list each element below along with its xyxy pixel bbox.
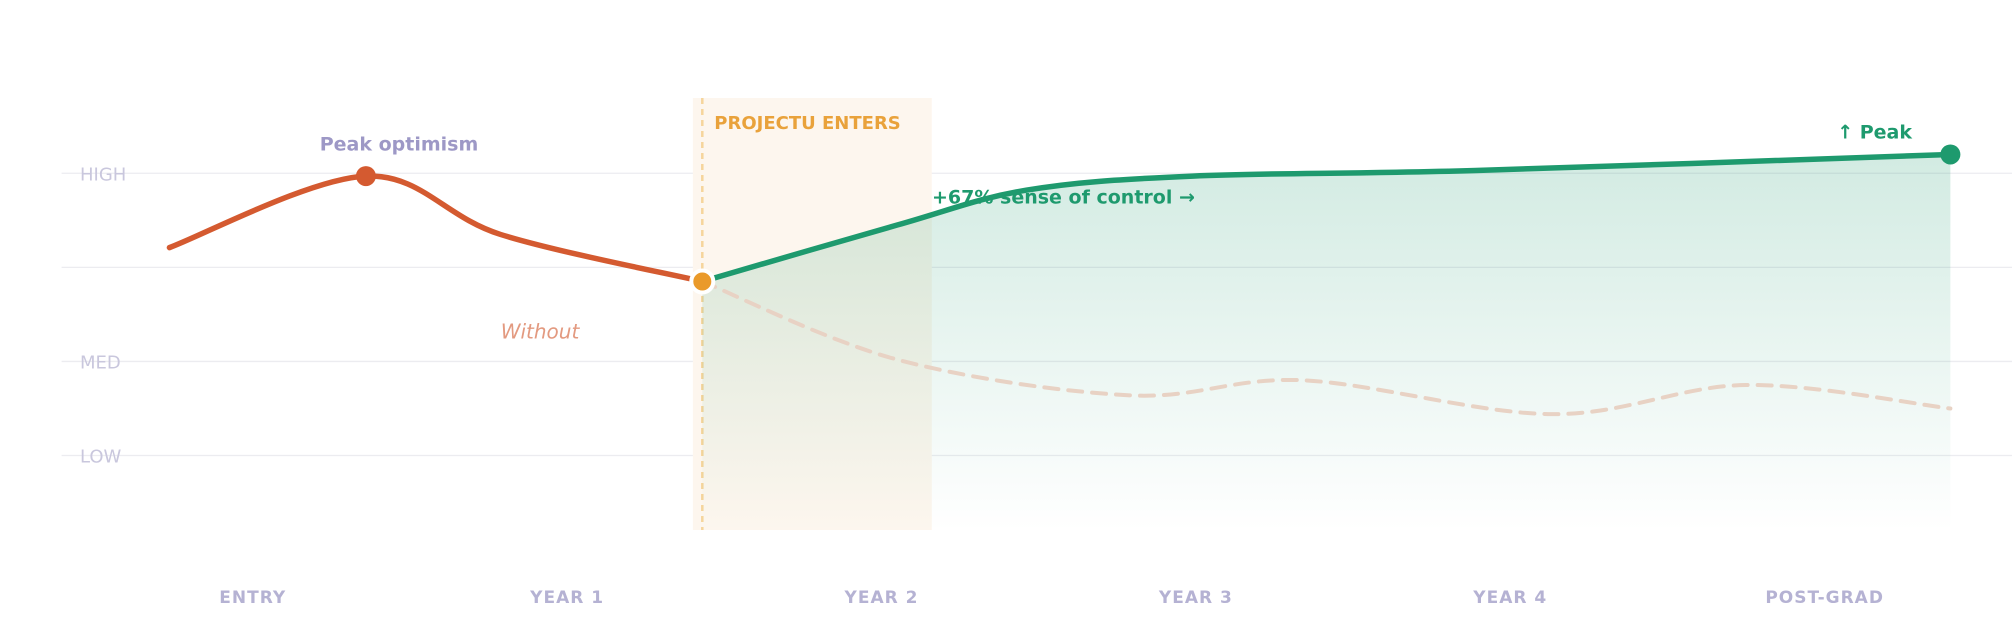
end-marker xyxy=(1940,144,1961,165)
x-tick-label: POST-GRAD xyxy=(1765,588,1884,608)
x-tick-label: YEAR 1 xyxy=(529,588,604,608)
x-tick-label: YEAR 3 xyxy=(1158,588,1233,608)
area-fill xyxy=(702,154,1951,531)
y-tick-label: LOW xyxy=(80,447,122,468)
annotation: Peak optimism xyxy=(320,134,479,156)
highlight-label: PROJECTU ENTERS xyxy=(714,113,900,134)
annotation: +67% sense of control → xyxy=(932,187,1195,209)
turning-point xyxy=(689,268,716,295)
x-tick-label: ENTRY xyxy=(219,588,286,608)
series-line xyxy=(700,279,1953,417)
series-line xyxy=(699,151,1954,285)
series-line xyxy=(166,173,706,285)
annotation: ↑ Peak xyxy=(1837,122,1912,144)
y-tick-label: MED xyxy=(80,352,121,373)
x-tick-label: YEAR 2 xyxy=(844,588,919,608)
series-label: Without xyxy=(501,320,581,344)
x-tick-label: YEAR 4 xyxy=(1472,588,1547,608)
peak-marker xyxy=(355,166,376,187)
y-tick-label: HIGH xyxy=(80,164,126,185)
